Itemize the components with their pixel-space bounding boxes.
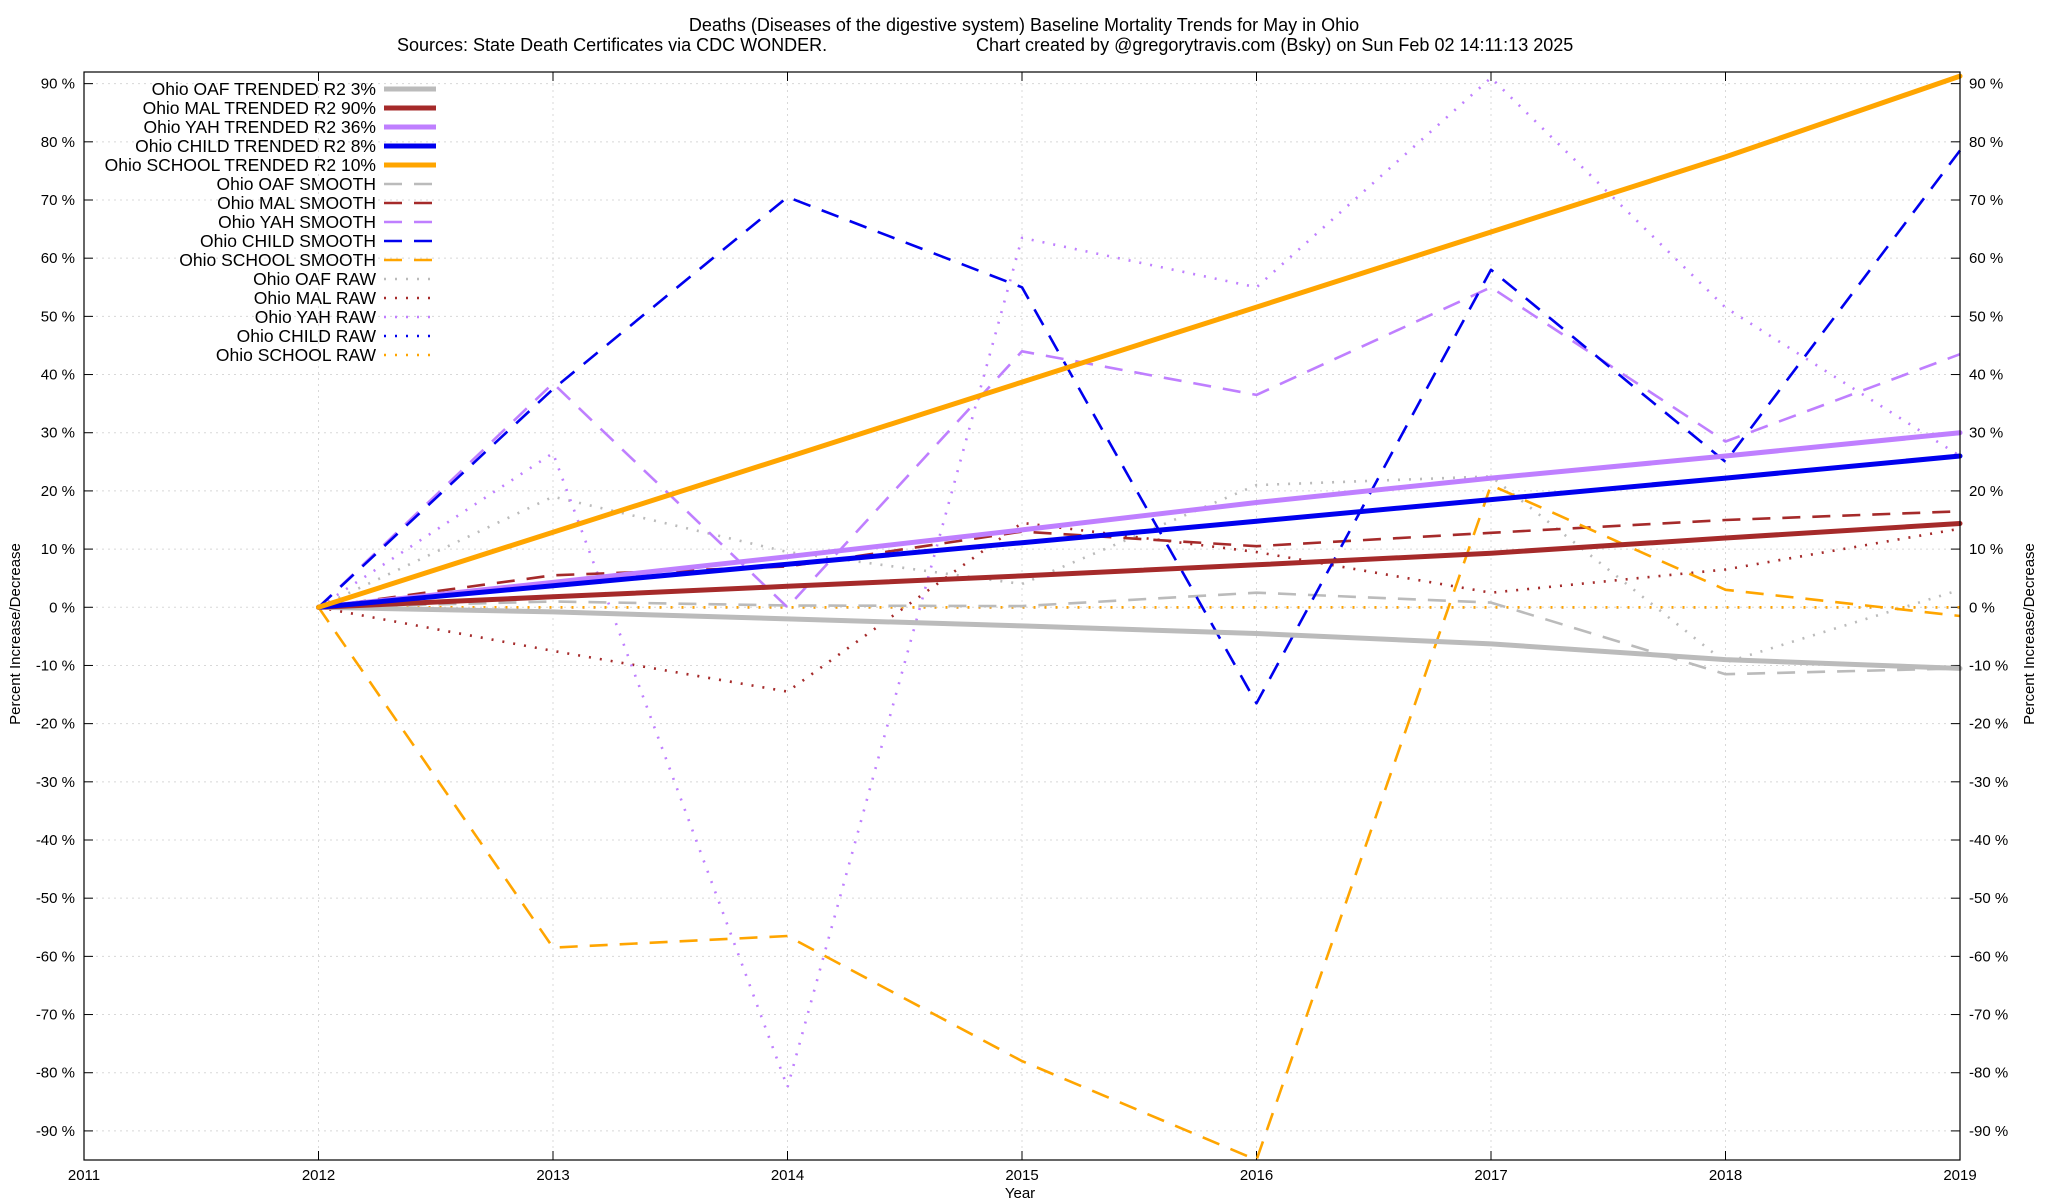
x-tick-label: 2018 (1709, 1167, 1742, 1184)
legend-label: Ohio OAF RAW (253, 269, 376, 289)
legend-label: Ohio CHILD RAW (237, 326, 377, 346)
y-tick-label-right: -10 % (1969, 657, 2008, 674)
series-line-ohio-yah-smooth (317, 285, 1961, 609)
x-tick-label: 2014 (771, 1167, 804, 1184)
grid-lines (83, 72, 1961, 1160)
series-line-ohio-oaf-trended (316, 604, 1963, 671)
y-tick-label-left: -50 % (36, 890, 75, 907)
plot-frame (83, 71, 1961, 1161)
y-tick-label-right: -70 % (1969, 1007, 2008, 1024)
chart-subtitle-credit: Chart created by @gregorytravis.com (Bsk… (976, 35, 1573, 55)
y-tick-label-right: 80 % (1969, 134, 2003, 151)
y-tick-label-left: 30 % (41, 425, 75, 442)
series-line-ohio-school-trended (316, 73, 1963, 610)
y-tick-label-left: 90 % (41, 76, 75, 93)
x-axis-label: Year (1005, 1185, 1035, 1200)
x-tick-label: 2017 (1474, 1167, 1507, 1184)
axes: 90 % 90 % 80 % 80 % 70 % 70 % 60 % 60 % 50 % 50 %… (36, 72, 2008, 1184)
legend-label: Ohio YAH TRENDED R2 36% (144, 117, 376, 137)
y-tick-label-left: 20 % (41, 483, 75, 500)
legend-label: Ohio MAL SMOOTH (217, 193, 376, 213)
legend-label: Ohio YAH RAW (255, 307, 377, 327)
series-line-ohio-oaf-raw (317, 475, 1961, 664)
legend-label: Ohio SCHOOL RAW (216, 345, 377, 365)
series-line-ohio-child-trended (316, 453, 1963, 610)
y-tick-label-right: -60 % (1969, 948, 2008, 965)
y-tick-label-left: 50 % (41, 308, 75, 325)
y-tick-label-left: 10 % (41, 541, 75, 558)
y-tick-label-right: 40 % (1969, 367, 2003, 384)
y-tick-label-right: 10 % (1969, 541, 2003, 558)
series-line-ohio-mal-smooth (318, 510, 1961, 609)
legend-label: Ohio SCHOOL TRENDED R2 10% (105, 155, 376, 175)
y-tick-label-right: 20 % (1969, 483, 2003, 500)
legend-label: Ohio CHILD SMOOTH (200, 231, 376, 251)
series-line-ohio-mal-trended (316, 521, 1963, 610)
y-tick-label-right: 0 % (1969, 599, 1995, 616)
y-tick-label-left: 80 % (41, 134, 75, 151)
series-line-ohio-child-smooth (317, 149, 1962, 705)
y-tick-label-left: -10 % (36, 657, 75, 674)
y-tick-label-right: 30 % (1969, 425, 2003, 442)
y-tick-label-left: -40 % (36, 832, 75, 849)
y-tick-label-right: -20 % (1969, 716, 2008, 733)
chart-title: Deaths (Diseases of the digestive system… (689, 15, 1359, 35)
y-tick-label-left: -20 % (36, 716, 75, 733)
y-tick-label-right: -40 % (1969, 832, 2008, 849)
x-tick-label: 2019 (1943, 1167, 1976, 1184)
y-tick-label-left: -90 % (36, 1123, 75, 1140)
y-axis-label-left: Percent Increase/Decrease (7, 543, 24, 725)
y-tick-label-left: -80 % (36, 1065, 75, 1082)
legend-label: Ohio MAL TRENDED R2 90% (143, 98, 376, 118)
y-tick-label-right: 90 % (1969, 76, 2003, 93)
legend-label: Ohio SCHOOL SMOOTH (179, 250, 376, 270)
y-tick-label-left: 70 % (41, 192, 75, 209)
series-line-ohio-school-smooth (317, 483, 1961, 1162)
x-tick-label: 2013 (536, 1167, 569, 1184)
x-tick-label: 2016 (1240, 1167, 1273, 1184)
legend-label: Ohio OAF SMOOTH (217, 174, 376, 194)
y-tick-label-left: 0 % (49, 599, 75, 616)
y-tick-label-left: -30 % (36, 774, 75, 791)
y-tick-label-right: -90 % (1969, 1123, 2008, 1140)
chart-subtitle-source: Sources: State Death Certificates via CD… (397, 35, 827, 55)
y-tick-label-right: 50 % (1969, 308, 2003, 325)
y-tick-label-right: -80 % (1969, 1065, 2008, 1082)
series-line-ohio-oaf-smooth (318, 591, 1961, 676)
legend-label: Ohio MAL RAW (254, 288, 377, 308)
y-tick-label-left: 40 % (41, 367, 75, 384)
x-tick-label: 2015 (1005, 1167, 1038, 1184)
y-tick-label-left: -60 % (36, 948, 75, 965)
legend: Ohio OAF TRENDED R2 3%Ohio MAL TRENDED R… (105, 79, 436, 365)
legend-label: Ohio YAH SMOOTH (218, 212, 376, 232)
y-tick-label-left: -70 % (36, 1007, 75, 1024)
y-tick-label-right: 70 % (1969, 192, 2003, 209)
y-tick-label-right: -30 % (1969, 774, 2008, 791)
x-tick-label: 2012 (302, 1167, 335, 1184)
series-line-ohio-yah-trended (316, 430, 1963, 610)
y-tick-label-right: -50 % (1969, 890, 2008, 907)
series-lines (316, 73, 1963, 1162)
y-tick-label-left: 60 % (41, 250, 75, 267)
legend-label: Ohio CHILD TRENDED R2 8% (135, 136, 376, 156)
y-axis-label-right: Percent Increase/Decrease (2021, 543, 2038, 725)
x-tick-label: 2011 (68, 1167, 100, 1184)
y-tick-label-right: 60 % (1969, 250, 2003, 267)
legend-label: Ohio OAF TRENDED R2 3% (152, 79, 376, 99)
